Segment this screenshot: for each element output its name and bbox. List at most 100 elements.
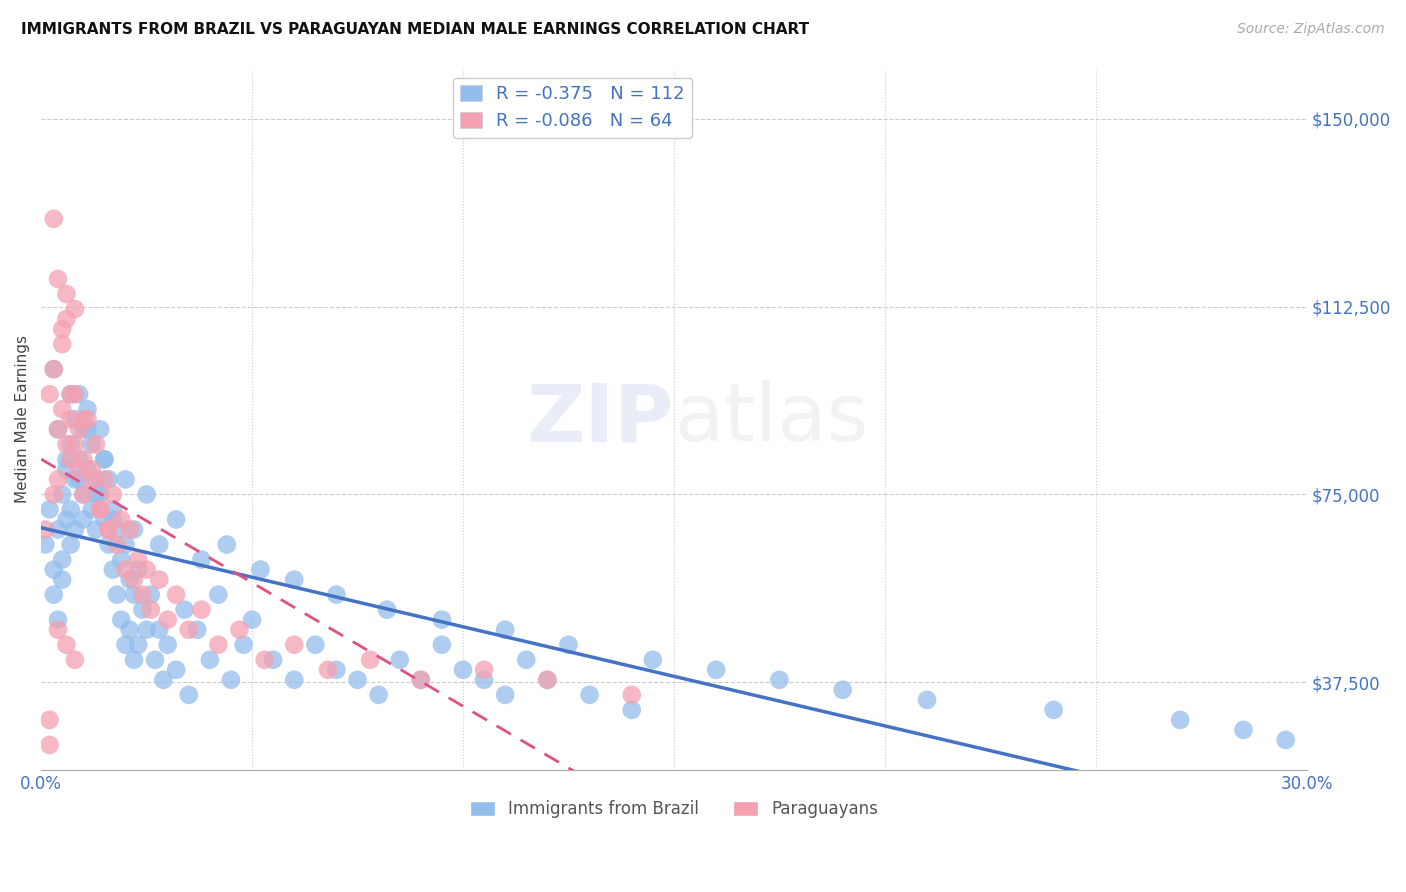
Point <box>186 623 208 637</box>
Point <box>367 688 389 702</box>
Point <box>80 437 103 451</box>
Point <box>536 673 558 687</box>
Point <box>72 487 94 501</box>
Point <box>55 287 77 301</box>
Point <box>97 472 120 486</box>
Point <box>84 487 107 501</box>
Point <box>46 422 69 436</box>
Point <box>34 523 56 537</box>
Point <box>536 673 558 687</box>
Point <box>84 472 107 486</box>
Point <box>165 588 187 602</box>
Point <box>232 638 254 652</box>
Point <box>1232 723 1254 737</box>
Point <box>67 452 90 467</box>
Point <box>409 673 432 687</box>
Point <box>283 638 305 652</box>
Point <box>59 537 82 551</box>
Point <box>101 502 124 516</box>
Point <box>228 623 250 637</box>
Point <box>122 588 145 602</box>
Point <box>139 602 162 616</box>
Point <box>316 663 339 677</box>
Point <box>67 472 90 486</box>
Point <box>63 653 86 667</box>
Point <box>76 412 98 426</box>
Point <box>89 487 111 501</box>
Point <box>89 502 111 516</box>
Point <box>283 573 305 587</box>
Point <box>76 462 98 476</box>
Point <box>46 613 69 627</box>
Point <box>42 487 65 501</box>
Point <box>63 472 86 486</box>
Point <box>42 362 65 376</box>
Point <box>190 552 212 566</box>
Point <box>325 588 347 602</box>
Point <box>101 512 124 526</box>
Point <box>97 523 120 537</box>
Point <box>38 738 60 752</box>
Point <box>93 512 115 526</box>
Point <box>173 602 195 616</box>
Point <box>135 487 157 501</box>
Point <box>131 588 153 602</box>
Point <box>135 563 157 577</box>
Point <box>72 512 94 526</box>
Point <box>346 673 368 687</box>
Point <box>42 563 65 577</box>
Text: IMMIGRANTS FROM BRAZIL VS PARAGUAYAN MEDIAN MALE EARNINGS CORRELATION CHART: IMMIGRANTS FROM BRAZIL VS PARAGUAYAN MED… <box>21 22 810 37</box>
Point <box>148 537 170 551</box>
Point <box>578 688 600 702</box>
Point <box>831 682 853 697</box>
Point <box>122 523 145 537</box>
Point <box>55 312 77 326</box>
Point <box>105 537 128 551</box>
Point <box>620 703 643 717</box>
Text: ZIP: ZIP <box>527 380 673 458</box>
Point <box>42 211 65 226</box>
Point <box>38 502 60 516</box>
Point <box>51 487 73 501</box>
Point <box>42 588 65 602</box>
Point <box>409 673 432 687</box>
Point <box>165 663 187 677</box>
Point <box>131 602 153 616</box>
Point <box>127 638 149 652</box>
Point <box>240 613 263 627</box>
Point <box>430 613 453 627</box>
Point <box>51 573 73 587</box>
Point <box>114 563 136 577</box>
Point <box>472 663 495 677</box>
Point <box>127 552 149 566</box>
Point <box>139 588 162 602</box>
Point <box>118 573 141 587</box>
Point <box>215 537 238 551</box>
Point <box>219 673 242 687</box>
Point <box>641 653 664 667</box>
Point <box>620 688 643 702</box>
Point <box>101 487 124 501</box>
Point <box>148 623 170 637</box>
Point <box>110 512 132 526</box>
Point <box>55 452 77 467</box>
Point <box>110 613 132 627</box>
Point <box>105 588 128 602</box>
Point <box>80 502 103 516</box>
Point <box>51 402 73 417</box>
Point <box>38 387 60 401</box>
Point <box>262 653 284 667</box>
Point <box>51 552 73 566</box>
Point <box>59 502 82 516</box>
Point <box>46 623 69 637</box>
Point <box>84 437 107 451</box>
Point <box>46 422 69 436</box>
Point <box>46 272 69 286</box>
Point <box>118 623 141 637</box>
Point <box>127 563 149 577</box>
Point <box>915 693 938 707</box>
Point <box>55 512 77 526</box>
Point <box>152 673 174 687</box>
Point <box>190 602 212 616</box>
Point <box>76 402 98 417</box>
